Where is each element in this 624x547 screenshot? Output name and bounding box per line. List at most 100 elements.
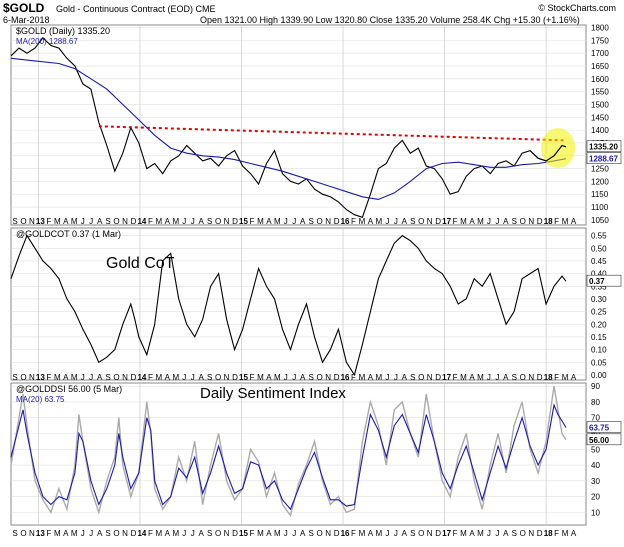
x-tick-label: F (351, 217, 356, 226)
x-tick-label: A (199, 529, 205, 538)
x-tick-label: 14 (137, 217, 146, 226)
x-tick-label: N (29, 373, 35, 382)
x-tick-label: S (410, 529, 415, 538)
x-tick-label: M (460, 529, 467, 538)
dsi-y-tick-label: 80 (591, 398, 600, 407)
x-tick-label: D (537, 529, 543, 538)
x-tick-label: O (215, 217, 221, 226)
x-tick-label: D (334, 217, 340, 226)
x-tick-label: F (148, 217, 153, 226)
x-tick-label: 16 (341, 529, 350, 538)
x-tick-label: J (394, 373, 398, 382)
x-tick-label: N (325, 529, 331, 538)
axis-layer: 1050110011501200125013001350140014501500… (12, 24, 622, 538)
x-tick-label: M (359, 217, 366, 226)
credit-text: © StockCharts.com (538, 3, 616, 13)
price-y-tick-label: 1650 (591, 62, 609, 71)
x-tick-label: A (469, 373, 475, 382)
x-tick-label: M (562, 373, 569, 382)
x-tick-label: S (512, 217, 517, 226)
x-tick-label: M (71, 217, 78, 226)
x-tick-label: M (257, 529, 264, 538)
x-tick-label: F (250, 529, 255, 538)
x-tick-label: M (71, 529, 78, 538)
x-tick-label: 17 (442, 529, 451, 538)
x-tick-label: S (12, 217, 17, 226)
cot-y-tick-label: 0.15 (591, 333, 607, 342)
x-tick-label: 16 (341, 217, 350, 226)
x-tick-label: J (394, 217, 398, 226)
x-tick-label: J (487, 529, 491, 538)
chart-quote: Open 1321.00 High 1339.90 Low 1320.80 Cl… (200, 15, 580, 25)
x-tick-label: A (503, 373, 509, 382)
x-tick-label: 17 (442, 373, 451, 382)
x-tick-label: M (54, 217, 61, 226)
x-tick-label: N (122, 529, 128, 538)
price-ma-legend: MA(200) 1288.67 (16, 37, 78, 46)
x-tick-label: M (376, 529, 383, 538)
x-tick-label: M (460, 373, 467, 382)
x-tick-label: J (89, 373, 93, 382)
x-tick-label: O (317, 217, 323, 226)
x-tick-label: N (325, 217, 331, 226)
x-tick-label: F (453, 529, 458, 538)
x-tick-label: N (528, 373, 534, 382)
x-tick-label: N (224, 373, 230, 382)
cot-y-tick-label: 0.00 (591, 371, 607, 380)
x-tick-label: A (402, 529, 408, 538)
dsi-badge-box (586, 433, 622, 446)
cot-y-tick-label: 0.25 (591, 308, 607, 317)
x-tick-label: M (172, 373, 179, 382)
x-tick-label: M (359, 529, 366, 538)
price-ma-badge: 1288.67 (589, 155, 618, 164)
x-tick-label: 14 (137, 373, 146, 382)
x-tick-label: O (317, 373, 323, 382)
x-tick-label: S (309, 529, 314, 538)
x-tick-label: A (300, 373, 306, 382)
dsi-y-tick-label: 20 (591, 493, 600, 502)
cot-badge-box (586, 274, 622, 287)
x-tick-label: O (215, 373, 221, 382)
dsi-y-tick-label: 90 (591, 382, 600, 391)
x-tick-label: J (284, 217, 288, 226)
x-tick-label: D (537, 217, 543, 226)
dsi-ma-legend: MA(20) 63.75 (16, 395, 65, 404)
x-tick-label: 18 (544, 217, 553, 226)
x-tick-label: J (191, 373, 195, 382)
price-y-tick-label: 1150 (591, 190, 609, 199)
x-tick-label: A (368, 529, 374, 538)
x-tick-label: J (292, 373, 296, 382)
x-tick-label: S (105, 217, 110, 226)
x-tick-label: F (250, 373, 255, 382)
x-tick-label: A (266, 373, 272, 382)
dsi-y-tick-label: 10 (591, 508, 600, 517)
chart-date: 6-Mar-2018 (3, 15, 50, 25)
x-tick-label: 13 (36, 529, 45, 538)
x-tick-label: J (495, 217, 499, 226)
x-tick-label: D (232, 217, 238, 226)
x-tick-label: M (376, 373, 383, 382)
x-tick-label: A (97, 217, 103, 226)
price-y-tick-label: 1100 (591, 203, 609, 212)
x-tick-label: A (300, 529, 306, 538)
cot-y-tick-label: 0.55 (591, 232, 607, 241)
x-tick-label: N (325, 373, 331, 382)
x-tick-label: J (495, 373, 499, 382)
x-tick-label: D (131, 529, 137, 538)
price-y-tick-label: 1050 (591, 216, 609, 225)
x-tick-label: M (156, 529, 163, 538)
cot-y-tick-label: 0.05 (591, 358, 607, 367)
x-tick-label: M (274, 373, 281, 382)
cot-y-tick-label: 0.30 (591, 295, 607, 304)
x-tick-label: M (274, 529, 281, 538)
x-tick-label: A (63, 529, 69, 538)
x-tick-label: 15 (239, 529, 248, 538)
x-tick-label: N (427, 217, 433, 226)
price-y-tick-label: 1600 (591, 75, 609, 84)
x-tick-label: S (309, 217, 314, 226)
x-tick-label: A (402, 373, 408, 382)
x-tick-label: D (131, 217, 137, 226)
x-tick-label: A (368, 217, 374, 226)
x-tick-label: O (215, 529, 221, 538)
